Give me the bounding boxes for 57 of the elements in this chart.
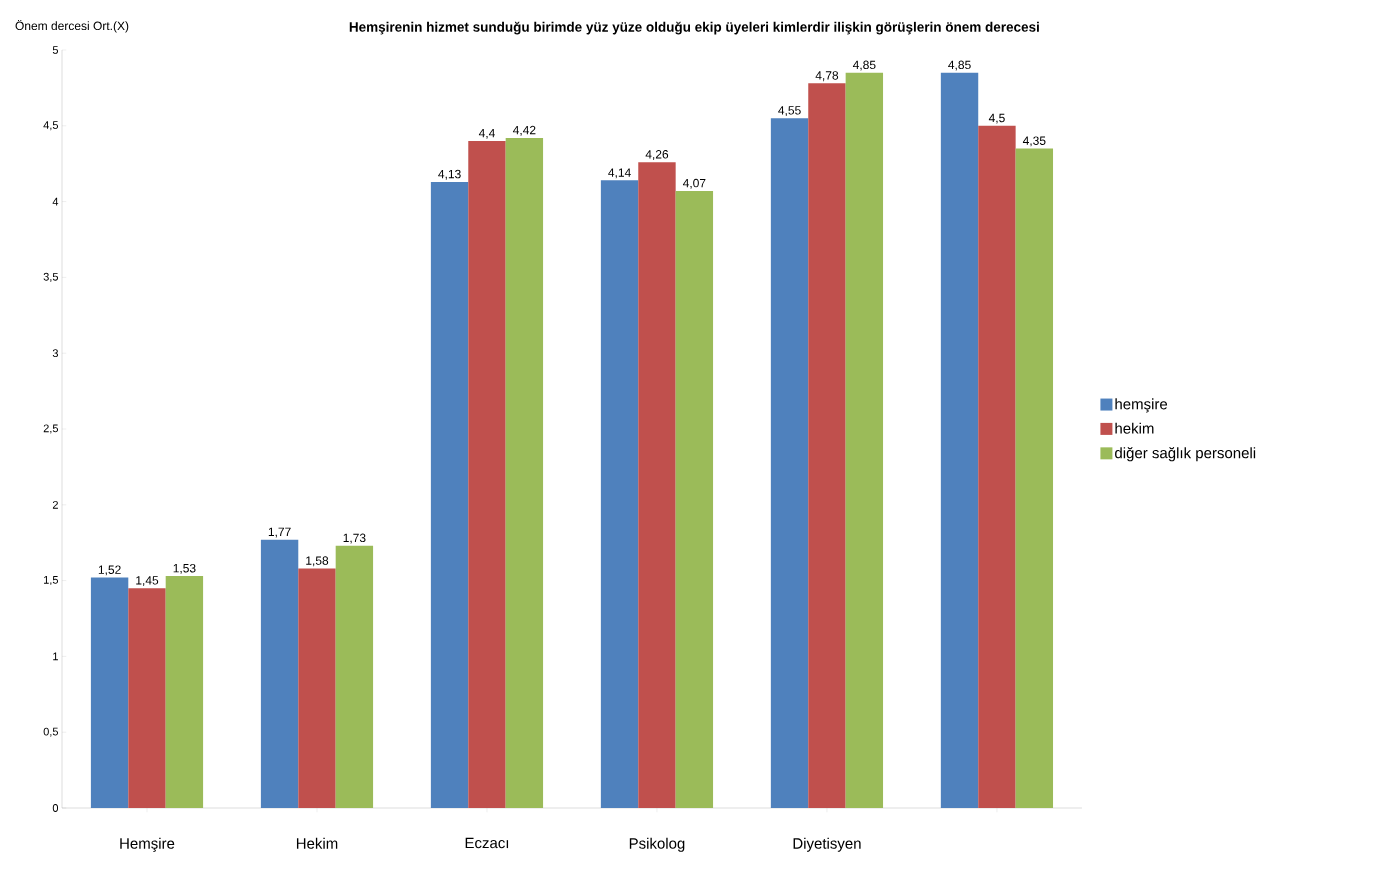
data-label: 4,35 (1022, 136, 1046, 147)
data-label: 4,07 (682, 178, 706, 189)
y-tick-label: 2,5 (43, 424, 59, 434)
y-tick-label: 3,5 (43, 272, 59, 282)
y-axis-title: Önem dercesi Ort.(X) (15, 19, 129, 33)
bar (600, 180, 639, 808)
y-tick-label: 0,5 (43, 727, 59, 737)
data-label: 4,26 (645, 150, 669, 160)
bar (940, 72, 979, 808)
bar (675, 190, 714, 808)
bar (430, 181, 469, 808)
bar (638, 162, 676, 808)
x-tick-label: Hekim (296, 837, 338, 849)
data-label: 1,53 (173, 563, 196, 574)
data-label: 4,55 (778, 106, 801, 117)
legend-label: hekim (1115, 422, 1154, 434)
bar (335, 545, 374, 808)
y-tick-label: 4,5 (43, 121, 59, 131)
y-tick-label: 4 (52, 197, 59, 206)
bar (165, 576, 204, 808)
data-label: 4,85 (852, 60, 876, 71)
bar (770, 118, 809, 808)
bar (260, 539, 299, 808)
data-label: 4,5 (988, 113, 1005, 124)
bar (128, 588, 166, 808)
legend-label: hemşire (1115, 398, 1168, 413)
data-label: 1,45 (136, 576, 159, 586)
data-label: 4,14 (608, 168, 631, 179)
chart-title: Hemşirenin hizmet sunduğu birimde yüz yüze olduğu ekip üyeleri kimlerdir ilişkin görüşlerin önem derecesi (349, 21, 1039, 35)
bar (90, 577, 129, 808)
bar (505, 137, 544, 808)
data-label: 4,13 (438, 169, 461, 180)
bar (468, 140, 506, 808)
legend-label: diğer sağlık personeli (1115, 447, 1256, 462)
data-label: 1,73 (343, 533, 366, 544)
x-tick-label: Hemşire (120, 837, 175, 852)
bar (298, 568, 336, 808)
bar (845, 72, 884, 808)
x-tick-label: Diyetisyen (793, 837, 861, 852)
y-tick-label: 1,5 (44, 576, 59, 586)
y-tick-label: 3 (52, 349, 58, 358)
bar (808, 83, 846, 808)
data-label: 1,52 (98, 565, 121, 576)
x-tick-label: Eczacı (465, 837, 509, 849)
y-tick-label: 0 (52, 804, 59, 812)
bar (1015, 148, 1054, 808)
data-label: 4,42 (512, 125, 536, 136)
x-tick-label: Psikolog (629, 837, 685, 852)
data-label: 1,77 (268, 527, 291, 538)
y-tick-label: 5 (52, 46, 59, 54)
y-tick-label: 2 (52, 500, 58, 509)
data-label: 4,78 (815, 71, 839, 82)
data-label: 4,4 (478, 128, 495, 139)
y-tick-label: 1 (53, 652, 58, 661)
data-label: 4,85 (948, 60, 971, 71)
data-label: 1,58 (306, 556, 329, 567)
bar (978, 125, 1016, 808)
